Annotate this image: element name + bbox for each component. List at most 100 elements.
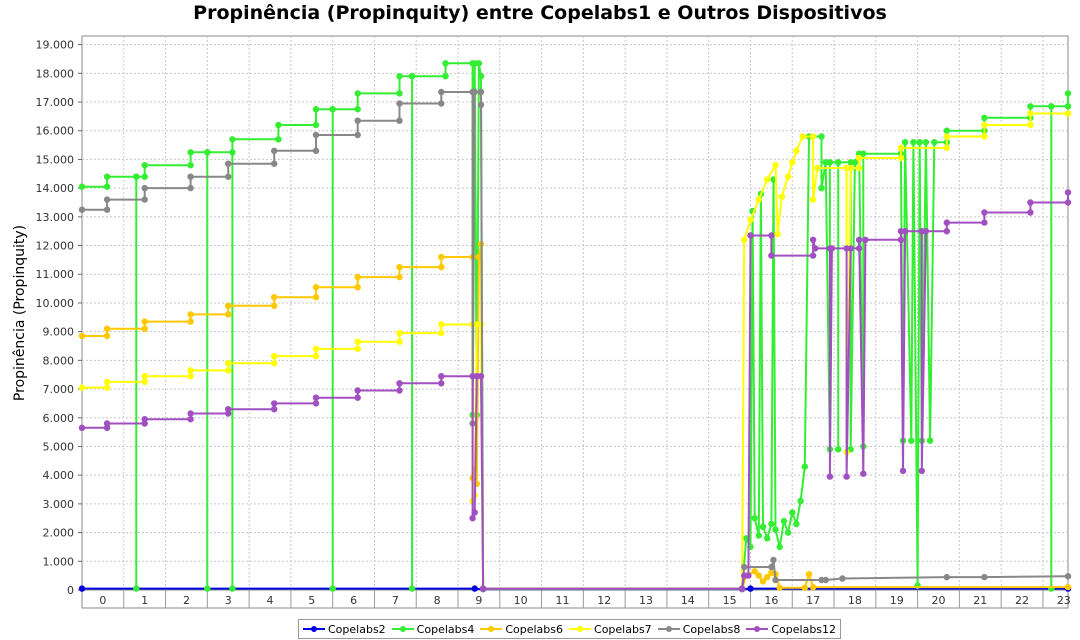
- series-copelabs6-point: [103, 332, 111, 340]
- series-copelabs2-point: [78, 585, 86, 592]
- series-copelabs12: [78, 189, 1072, 592]
- series-copelabs7-point: [897, 154, 905, 162]
- series-copelabs4-point: [141, 173, 148, 180]
- series-copelabs6-point: [312, 284, 320, 291]
- series-copelabs4-point: [408, 73, 416, 80]
- series-copelabs8-point: [396, 100, 403, 107]
- legend-swatch: [569, 626, 592, 632]
- series-copelabs12-point: [141, 416, 148, 423]
- series-copelabs7-point: [225, 360, 232, 367]
- series-copelabs4-point: [477, 73, 485, 80]
- series-copelabs12-point: [745, 572, 752, 579]
- y-tick-label: 11.000: [36, 268, 75, 281]
- series-copelabs4-point: [772, 526, 779, 533]
- series-copelabs4-point: [275, 136, 282, 143]
- series-copelabs4-point: [801, 463, 808, 470]
- series-copelabs4-point: [1064, 90, 1072, 97]
- series-copelabs7-point: [814, 164, 821, 172]
- series-copelabs12-point: [943, 228, 950, 235]
- x-tick-label: 9: [475, 594, 482, 607]
- series-copelabs4-point: [78, 183, 86, 190]
- series-copelabs4-point: [133, 585, 140, 592]
- series-copelabs12-point: [396, 387, 403, 394]
- series-copelabs12-point: [855, 245, 863, 252]
- series-copelabs12-point: [1027, 209, 1034, 216]
- series-copelabs6-point: [805, 571, 813, 578]
- series-copelabs4-point: [312, 106, 320, 113]
- series-copelabs7-point: [774, 230, 781, 238]
- series-copelabs8-point: [103, 206, 111, 213]
- series-copelabs4-point: [835, 446, 842, 453]
- series-copelabs4-point: [204, 149, 211, 156]
- y-tick-label: 14.000: [36, 182, 75, 195]
- series-copelabs12-point: [738, 585, 746, 592]
- series-copelabs12-point: [828, 245, 836, 252]
- x-tick-label: 18: [848, 594, 862, 607]
- series-copelabs12-point: [1064, 199, 1072, 206]
- y-tick-label: 1.000: [43, 555, 75, 568]
- series-copelabs7-point: [847, 164, 854, 172]
- series-copelabs7-point: [141, 373, 148, 380]
- legend-label: Copelabs2: [328, 622, 386, 636]
- series-copelabs6-point: [141, 318, 148, 325]
- series-copelabs4-point: [768, 520, 775, 528]
- legend-item: Copelabs6: [480, 623, 563, 636]
- series-copelabs6-point: [776, 584, 783, 591]
- series-copelabs8-point: [772, 576, 779, 584]
- series-copelabs4-point: [275, 121, 282, 129]
- series-copelabs8-point: [438, 88, 445, 96]
- x-tick-label: 4: [267, 594, 274, 607]
- series-copelabs12-point: [354, 394, 361, 401]
- x-tick-label: 19: [890, 594, 904, 607]
- series-copelabs6-point: [78, 332, 86, 340]
- series-copelabs4-point: [396, 90, 403, 97]
- chart-legend: Copelabs2 Copelabs4 Copelabs6 Copelabs7 Cope…: [298, 619, 842, 639]
- series-copelabs12-point: [862, 236, 869, 243]
- legend-item: Copelabs4: [391, 623, 474, 636]
- y-tick-label: 2.000: [43, 527, 75, 540]
- series-copelabs12-point: [768, 252, 775, 259]
- series-copelabs4-point: [764, 535, 771, 542]
- series-copelabs8-point: [471, 88, 478, 96]
- series-copelabs4-point: [835, 159, 842, 166]
- series-copelabs7-point: [187, 367, 194, 374]
- series-copelabs7-point: [855, 164, 863, 172]
- series-copelabs12-point: [438, 373, 445, 380]
- series-copelabs12-point: [479, 585, 487, 592]
- series-copelabs12-point: [187, 416, 194, 423]
- series-copelabs12-point: [860, 470, 867, 477]
- series-copelabs4-point: [103, 173, 111, 180]
- x-tick-label: 21: [973, 594, 987, 607]
- series-copelabs4-point: [780, 517, 788, 525]
- series-copelabs6-point: [751, 568, 758, 575]
- series-copelabs12-point: [899, 467, 907, 475]
- series-copelabs8-point: [1064, 573, 1072, 580]
- series-copelabs4-point: [204, 585, 211, 592]
- series-copelabs8-point: [103, 196, 111, 203]
- series-copelabs4-point: [922, 139, 930, 146]
- y-tick-label: 8.000: [43, 354, 75, 367]
- x-tick-label: 6: [350, 594, 357, 607]
- series-copelabs4-point: [329, 585, 336, 592]
- series-copelabs4-point: [442, 60, 449, 67]
- y-tick-label: 16.000: [36, 125, 75, 138]
- series-copelabs12-point: [918, 467, 925, 475]
- series-copelabs4-point: [826, 159, 834, 166]
- series-copelabs4-point: [851, 159, 859, 166]
- series-copelabs6-point: [396, 273, 403, 281]
- chart-title: Propinência (Propinquity) entre Copelabs…: [193, 2, 887, 24]
- series-copelabs12-point: [312, 394, 320, 401]
- series-copelabs12-point: [812, 245, 819, 252]
- series-copelabs8-point: [354, 117, 361, 124]
- series-copelabs12-point: [897, 236, 905, 243]
- series-copelabs8-point: [225, 173, 232, 180]
- series-copelabs7-point: [747, 216, 754, 223]
- legend-label: Copelabs12: [771, 622, 837, 636]
- series-copelabs12-point: [901, 228, 909, 235]
- series-copelabs4-point: [860, 150, 867, 157]
- series-copelabs7-point: [981, 133, 988, 140]
- y-tick-label: 7.000: [43, 383, 75, 396]
- series-copelabs4-point: [818, 184, 825, 192]
- y-tick-label: 13.000: [36, 211, 75, 224]
